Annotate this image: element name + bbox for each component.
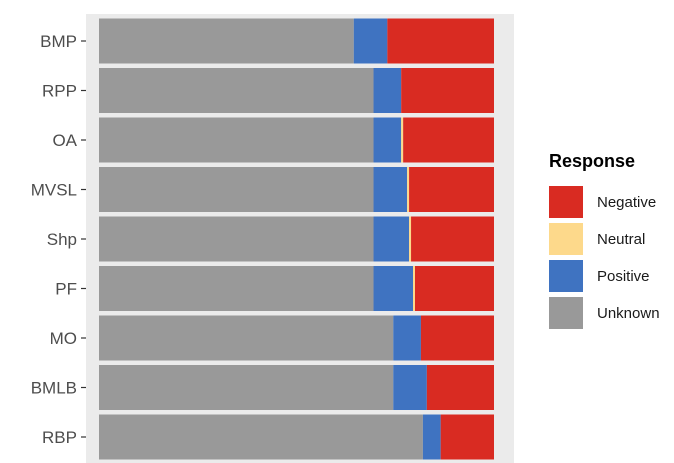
legend-label-positive: Positive: [597, 268, 650, 285]
bars-layer: [99, 18, 494, 460]
y-tick-label-mo: MO: [50, 329, 77, 348]
bar-rpp-positive: [373, 68, 402, 113]
bar-bmlb-unknown: [99, 365, 394, 410]
bar-shp-unknown: [99, 216, 374, 262]
bar-pf-positive: [373, 266, 414, 311]
y-tick-label-rpp: RPP: [42, 82, 77, 101]
y-tick-label-shp: Shp: [47, 230, 77, 249]
bar-shp-neutral: [409, 216, 412, 262]
bar-mo-unknown: [99, 315, 394, 361]
y-tick-label-pf: PF: [55, 280, 77, 299]
y-tick-label-oa: OA: [52, 131, 77, 150]
legend-label-neutral: Neutral: [597, 231, 645, 248]
legend-key-unknown: [549, 297, 583, 329]
legend-label-negative: Negative: [597, 194, 656, 211]
bar-mvsl-negative: [409, 167, 494, 212]
bar-bmp-negative: [387, 18, 494, 64]
y-tick-label-bmlb: BMLB: [31, 379, 77, 398]
bar-bmp-positive: [353, 18, 388, 64]
legend-key-neutral: [549, 223, 583, 255]
bar-oa-positive: [373, 117, 402, 163]
bar-bmlb-positive: [393, 365, 427, 410]
bar-pf-unknown: [99, 266, 374, 311]
bar-pf-negative: [415, 266, 494, 311]
bar-rpp-unknown: [99, 68, 374, 113]
y-axis: BMP RPP OA MVSL Shp PF MO BMLB RBP: [31, 32, 86, 447]
y-tick-label-mvsl: MVSL: [31, 181, 77, 200]
bar-mvsl-positive: [373, 167, 408, 212]
bar-bmp-unknown: [99, 18, 354, 64]
bar-mvsl-unknown: [99, 167, 374, 212]
legend-key-positive: [549, 260, 583, 292]
bar-mo-negative: [420, 315, 494, 361]
legend-title: Response: [549, 151, 635, 171]
legend-key-negative: [549, 186, 583, 218]
bar-oa-unknown: [99, 117, 374, 163]
legend-label-unknown: Unknown: [597, 305, 660, 322]
bar-rbp-negative: [440, 414, 494, 460]
bar-bmlb-negative: [426, 365, 494, 410]
bar-shp-positive: [373, 216, 410, 262]
bar-oa-neutral: [401, 117, 404, 163]
bar-mvsl-neutral: [407, 167, 410, 212]
y-tick-label-bmp: BMP: [40, 32, 77, 51]
bar-rbp-unknown: [99, 414, 423, 460]
bar-rbp-positive: [422, 414, 441, 460]
bar-mo-positive: [393, 315, 421, 361]
bar-pf-neutral: [413, 266, 415, 311]
legend: Response Negative Neutral Positive Unknown: [549, 151, 660, 329]
bar-oa-negative: [403, 117, 494, 163]
bar-rpp-negative: [401, 68, 494, 113]
y-tick-label-rbp: RBP: [42, 428, 77, 447]
bar-shp-negative: [411, 216, 494, 262]
